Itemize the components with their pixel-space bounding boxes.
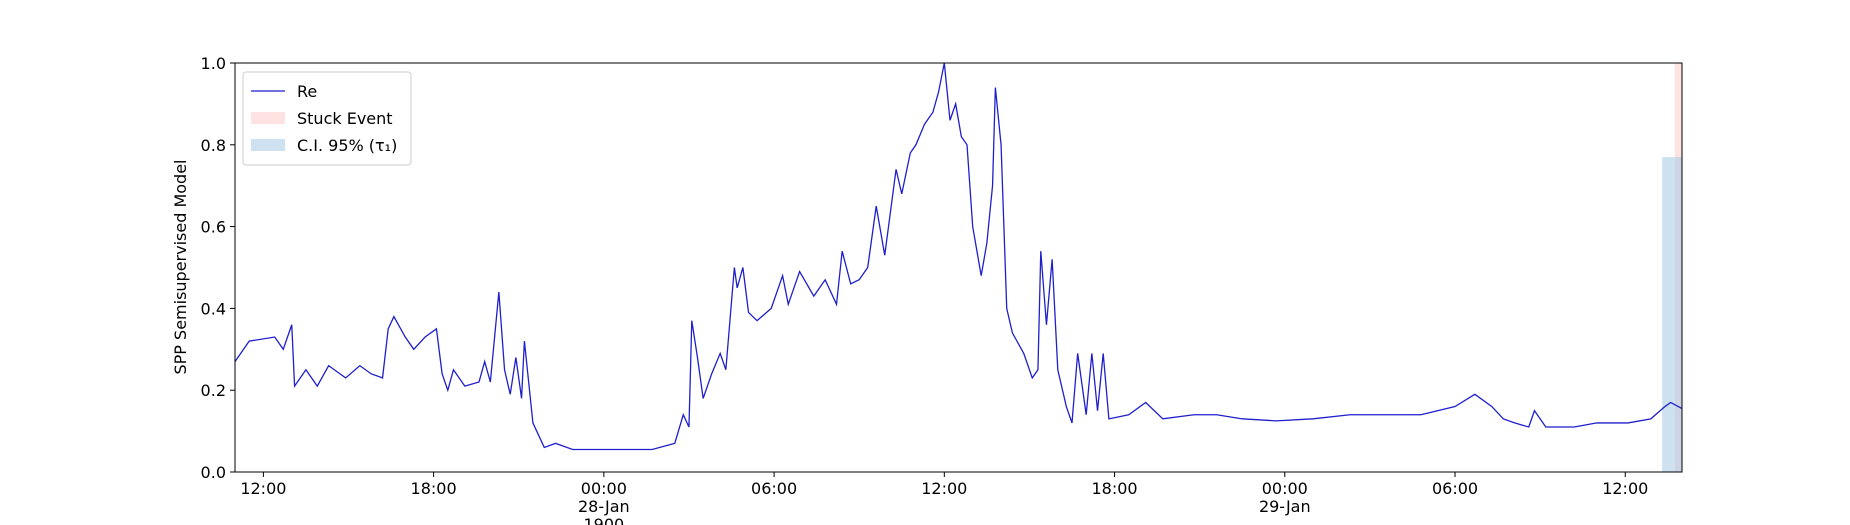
y-tick-label: 1.0: [201, 54, 226, 73]
x-tick-label: 12:00: [921, 479, 967, 498]
x-tick-label: 06:00: [1432, 479, 1478, 498]
y-tick-label: 0.2: [201, 381, 226, 400]
x-tick-label: 00:00 28-Jan 1900: [578, 479, 630, 525]
y-tick-label: 0.6: [201, 218, 226, 237]
legend-label: Re: [297, 82, 317, 101]
x-tick-label: 06:00: [751, 479, 797, 498]
x-tick-label: 12:00: [240, 479, 286, 498]
x-tick-label: 18:00: [1091, 479, 1137, 498]
legend: Re Stuck Event C.I. 95% (τ₁): [242, 71, 412, 166]
span: [1662, 157, 1682, 472]
x-tick-label: 18:00: [411, 479, 457, 498]
x-tick-label: 00:00 29-Jan: [1259, 479, 1311, 516]
line-series: [234, 62, 1683, 451]
legend-swatch: [251, 139, 285, 151]
legend-swatch: [251, 112, 285, 124]
plot-frame: [234, 62, 1683, 473]
legend-label: Stuck Event: [297, 109, 393, 128]
y-tick-label: 0.8: [201, 136, 226, 155]
y-tick-label: 0.4: [201, 299, 226, 318]
y-tick-label: 0.0: [201, 463, 226, 482]
legend-label: C.I. 95% (τ₁): [297, 136, 397, 155]
x-tick-label: 12:00: [1602, 479, 1648, 498]
y-axis-label: SPP Semisupervised Model: [171, 160, 190, 375]
